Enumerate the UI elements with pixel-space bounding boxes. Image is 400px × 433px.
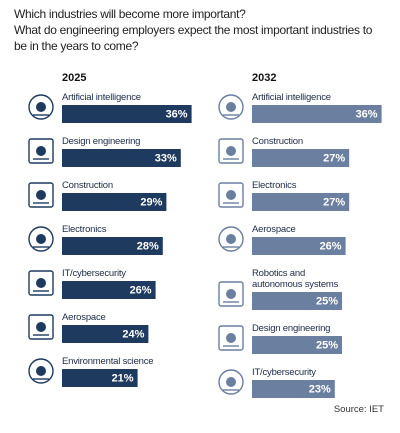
panel-title: 2032 — [252, 72, 277, 84]
icon-dot — [226, 377, 236, 387]
value-label: 21% — [112, 372, 134, 384]
icon-dot — [36, 190, 46, 200]
bar — [62, 105, 192, 123]
icon-frame — [28, 226, 54, 252]
value-label: 23% — [309, 383, 331, 395]
value-label: 29% — [140, 196, 162, 208]
value-label: 25% — [316, 339, 338, 351]
icon-dot — [226, 234, 236, 244]
bar — [62, 325, 149, 343]
icon-dot — [226, 190, 236, 200]
bar — [252, 149, 350, 167]
icon-frame — [28, 182, 54, 208]
category-label: IT/cybersecurity — [252, 367, 316, 378]
category-label: Robotics and autonomous systems — [252, 268, 339, 290]
icon-dot — [36, 278, 46, 288]
bar — [252, 380, 335, 398]
value-label: 28% — [137, 240, 159, 252]
category-label: Aerospace — [62, 312, 106, 323]
icon-frame — [28, 270, 54, 296]
category-label: Electronics — [62, 224, 107, 235]
value-label: 36% — [356, 108, 378, 120]
category-label: Artificial intelligence — [62, 92, 141, 103]
bar — [252, 105, 382, 123]
icon-frame — [28, 358, 54, 384]
icon-dot — [36, 102, 46, 112]
source: Source: IET — [333, 404, 384, 415]
category-label: Design engineering — [62, 136, 141, 147]
title: Which industries will become more import… — [14, 7, 246, 21]
bar — [252, 336, 342, 354]
value-label: 24% — [122, 328, 144, 340]
icon-dot — [36, 234, 46, 244]
subtitle: What do engineering employers expect the… — [14, 23, 373, 53]
value-label: 25% — [316, 295, 338, 307]
icon-frame — [218, 138, 244, 164]
icon-frame — [218, 182, 244, 208]
value-label: 26% — [130, 284, 152, 296]
panel-title: 2025 — [62, 72, 87, 84]
icon-frame — [218, 325, 244, 351]
icon-frame — [218, 369, 244, 395]
icon-frame — [218, 281, 244, 307]
value-label: 36% — [166, 108, 188, 120]
category-label: Environmental science — [62, 356, 154, 367]
category-label: Construction — [252, 136, 303, 147]
bar — [252, 237, 346, 255]
icon-dot — [226, 333, 236, 343]
icon-dot — [226, 146, 236, 156]
value-label: 33% — [155, 152, 177, 164]
bar — [62, 281, 156, 299]
icon-frame — [218, 226, 244, 252]
bar — [62, 193, 167, 211]
bar — [62, 237, 163, 255]
category-label: Design engineering — [252, 323, 331, 334]
icon-dot — [36, 322, 46, 332]
value-label: 26% — [320, 240, 342, 252]
icon-dot — [226, 289, 236, 299]
title-block: Which industries will become more import… — [14, 6, 386, 54]
category-label: Artificial intelligence — [252, 92, 331, 103]
icon-frame — [28, 138, 54, 164]
category-label: Aerospace — [252, 224, 296, 235]
value-label: 27% — [323, 196, 345, 208]
category-label: Construction — [62, 180, 113, 191]
bar — [252, 193, 350, 211]
bar — [252, 292, 342, 310]
icon-frame — [28, 314, 54, 340]
icon-dot — [36, 366, 46, 376]
category-label: Electronics — [252, 180, 297, 191]
icon-frame — [28, 94, 54, 120]
icon-dot — [36, 146, 46, 156]
bar — [62, 369, 138, 387]
value-label: 27% — [323, 152, 345, 164]
bar — [62, 149, 181, 167]
icon-frame — [218, 94, 244, 120]
category-label: IT/cybersecurity — [62, 268, 126, 279]
icon-dot — [226, 102, 236, 112]
